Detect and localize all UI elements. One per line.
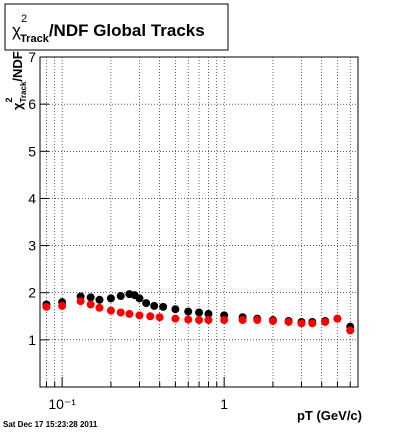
y-tick-label: 6: [28, 96, 36, 112]
marker: [195, 316, 204, 325]
marker: [195, 308, 204, 317]
marker: [116, 308, 125, 317]
marker: [346, 326, 355, 335]
marker: [125, 309, 134, 318]
y-tick-label: 7: [28, 49, 36, 65]
x-tick-label: 10⁻¹: [48, 396, 76, 412]
marker: [146, 312, 155, 321]
marker: [171, 305, 180, 314]
marker: [297, 319, 306, 328]
title-box: [4, 3, 229, 51]
marker: [308, 319, 317, 328]
marker: [42, 302, 51, 311]
x-axis-label: pT (GeV/c): [297, 408, 362, 423]
y-tick-label: 1: [28, 332, 36, 348]
marker: [95, 295, 104, 304]
marker: [76, 297, 85, 306]
y-tick-label: 3: [28, 238, 36, 254]
marker: [58, 301, 67, 310]
marker: [155, 313, 164, 322]
marker: [268, 317, 277, 325]
marker: [238, 316, 247, 325]
plot-area: 1 2 3 4 5 6 7 10⁻¹ 1: [28, 49, 359, 412]
y-tick-label: 2: [28, 285, 36, 301]
marker: [184, 307, 193, 316]
marker: [284, 317, 293, 326]
marker: [95, 303, 104, 312]
x-tick-label: 1: [220, 396, 228, 412]
marker: [204, 316, 213, 325]
marker: [333, 314, 342, 323]
marker: [116, 292, 125, 301]
y-axis-label: χ2 Track/NDF: [4, 51, 28, 110]
marker: [106, 294, 115, 303]
marker: [86, 293, 95, 302]
marker: [253, 316, 262, 325]
chart-title: χ2 Track/NDF Global Tracks: [12, 13, 205, 45]
marker: [220, 316, 229, 325]
frame: [39, 56, 359, 388]
marker: [321, 317, 330, 326]
marker: [159, 302, 168, 311]
marker: [171, 314, 180, 323]
y-tick-label: 4: [28, 190, 36, 206]
marker: [204, 309, 213, 318]
marker: [135, 311, 144, 320]
marker: [86, 300, 95, 309]
y-tick-label: 5: [28, 143, 36, 159]
marker: [150, 301, 159, 310]
marker: [142, 299, 151, 308]
marker: [106, 306, 115, 315]
marker: [184, 315, 193, 324]
timestamp: Sat Dec 17 15:23:28 2011: [3, 420, 98, 429]
marker: [135, 294, 144, 303]
